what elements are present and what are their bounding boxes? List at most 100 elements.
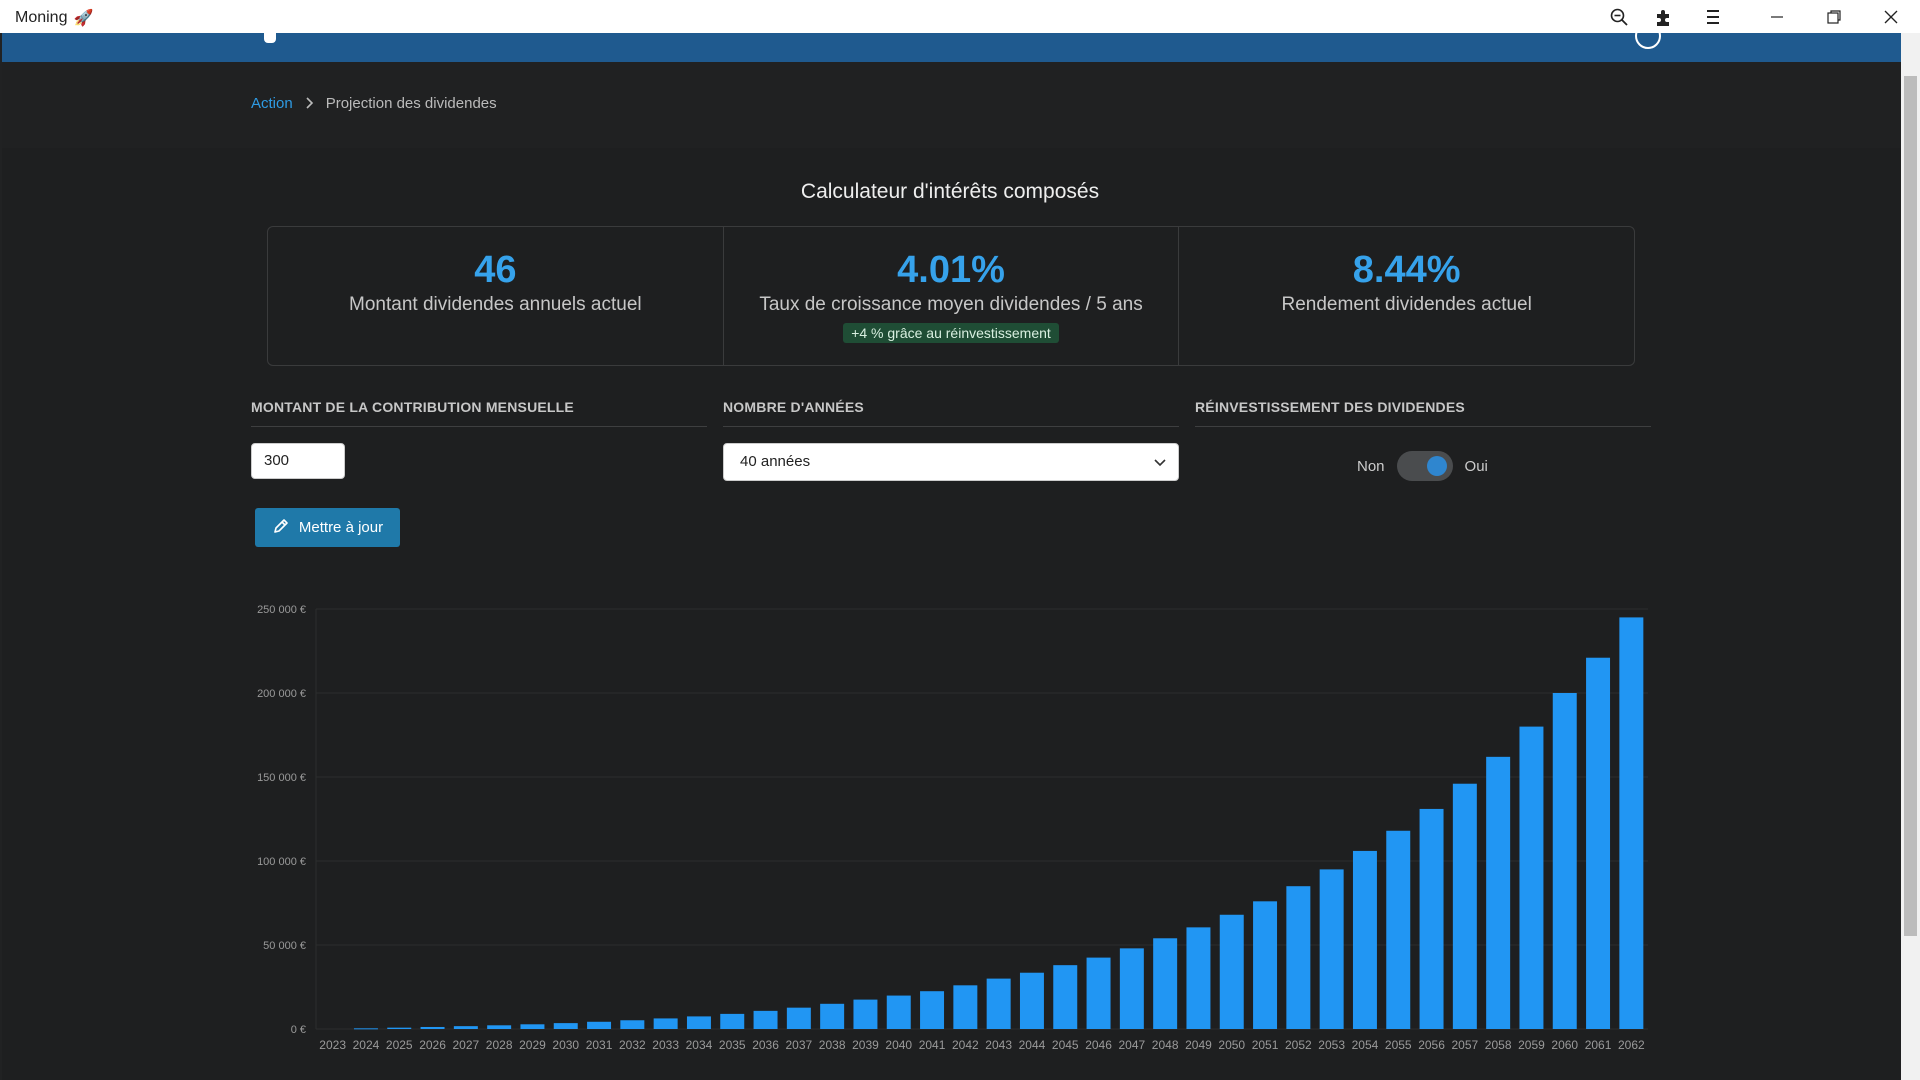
stat-dividend-yield: 8.44% Rendement dividendes actuel: [1179, 227, 1634, 365]
y-tick-label: 250 000 €: [257, 604, 306, 616]
stat-value: 8.44%: [1352, 249, 1461, 291]
x-tick-label: 2053: [1318, 1038, 1345, 1052]
chart-bar[interactable]: [620, 1020, 645, 1029]
chart-bar[interactable]: [1019, 972, 1044, 1029]
chart-bar[interactable]: [520, 1024, 545, 1029]
x-tick-label: 2057: [1451, 1038, 1478, 1052]
app-header: [2, 23, 1901, 62]
update-button-label: Mettre à jour: [298, 519, 384, 536]
x-tick-label: 2029: [519, 1038, 546, 1052]
chart-bar[interactable]: [953, 985, 978, 1029]
chart-bar[interactable]: [1552, 693, 1577, 1029]
reinvest-toggle[interactable]: [1396, 451, 1453, 481]
x-tick-label: 2042: [952, 1038, 979, 1052]
stat-label: Rendement dividendes actuel: [1281, 294, 1532, 315]
x-tick-label: 2024: [353, 1038, 380, 1052]
stat-label: Montant dividendes annuels actuel: [349, 294, 642, 315]
close-icon[interactable]: [1880, 6, 1902, 28]
chart-bar[interactable]: [453, 1026, 478, 1029]
x-tick-label: 2031: [586, 1038, 613, 1052]
chart-bar[interactable]: [1486, 756, 1511, 1029]
chart-bar[interactable]: [1253, 901, 1278, 1029]
calculator-title: Calculateur d'intérêts composés: [800, 180, 1100, 203]
x-tick-label: 2028: [486, 1038, 513, 1052]
chart-bar[interactable]: [353, 1028, 378, 1030]
chart-bar[interactable]: [1386, 830, 1411, 1029]
chart-bar[interactable]: [853, 999, 878, 1029]
x-tick-label: 2043: [985, 1038, 1012, 1052]
stat-value: 46: [474, 249, 517, 291]
dividend-projection-chart: 0 € 50 000 € 100 000 € 150 000 € 200 000 € 25…: [257, 604, 1648, 1052]
x-tick-label: 2049: [1185, 1038, 1212, 1052]
zoom-out-icon[interactable]: [1608, 6, 1630, 28]
x-tick-label: 2058: [1485, 1038, 1512, 1052]
years-select[interactable]: 40 années: [723, 443, 1179, 481]
toggle-on-label: Oui: [1464, 457, 1488, 475]
chart-bar[interactable]: [587, 1021, 612, 1029]
contribution-input[interactable]: 300: [251, 443, 345, 479]
window-titlebar: Moning 🚀: [0, 0, 1920, 33]
chart-bar[interactable]: [920, 991, 945, 1029]
chart-bar[interactable]: [1053, 965, 1078, 1029]
window-title-text: Moning: [15, 9, 68, 26]
stat-value: 4.01%: [897, 249, 1005, 291]
x-tick-label: 2061: [1585, 1038, 1612, 1052]
menu-icon[interactable]: [1702, 6, 1724, 28]
chart-bar[interactable]: [1086, 957, 1111, 1029]
chart-bar[interactable]: [1286, 886, 1311, 1029]
toggle-knob: [1426, 456, 1447, 476]
window-title: Moning 🚀: [15, 8, 93, 28]
chart-bar[interactable]: [786, 1007, 811, 1029]
chart-bar[interactable]: [1119, 948, 1144, 1029]
x-tick-label: 2026: [419, 1038, 446, 1052]
x-tick-label: 2040: [885, 1038, 912, 1052]
stat-label: Taux de croissance moyen dividendes / 5 …: [759, 294, 1143, 315]
chart-bar[interactable]: [820, 1003, 845, 1029]
chart-bar[interactable]: [886, 995, 911, 1029]
x-tick-label: 2044: [1019, 1038, 1046, 1052]
chart-bar[interactable]: [986, 978, 1011, 1029]
user-avatar-icon[interactable]: [1635, 23, 1661, 49]
update-button[interactable]: Mettre à jour: [255, 508, 400, 547]
chart-bar[interactable]: [1153, 938, 1178, 1029]
chart-bar[interactable]: [686, 1016, 711, 1029]
y-tick-label: 200 000 €: [257, 688, 306, 700]
x-tick-label: 2039: [852, 1038, 879, 1052]
chart-bar[interactable]: [1219, 914, 1244, 1029]
reinvest-toggle-group: Non Oui: [1357, 451, 1488, 481]
minimize-icon[interactable]: [1766, 6, 1788, 28]
chart-bar[interactable]: [1319, 869, 1344, 1029]
x-tick-label: 2054: [1352, 1038, 1379, 1052]
x-tick-label: 2036: [752, 1038, 779, 1052]
scrollbar-thumb[interactable]: [1904, 76, 1917, 936]
x-tick-label: 2030: [552, 1038, 579, 1052]
restore-icon[interactable]: [1823, 6, 1845, 28]
breadcrumb-link-action[interactable]: Action: [251, 95, 293, 112]
x-tick-label: 2038: [819, 1038, 846, 1052]
x-tick-label: 2048: [1152, 1038, 1179, 1052]
breadcrumb-current: Projection des dividendes: [325, 95, 497, 112]
chart-bar[interactable]: [487, 1025, 512, 1029]
chart-bar[interactable]: [1519, 726, 1544, 1029]
chart-bar[interactable]: [1452, 783, 1477, 1029]
chart-bar[interactable]: [1586, 657, 1611, 1029]
divider: [723, 426, 1179, 427]
x-tick-label: 2045: [1052, 1038, 1079, 1052]
chart-bar[interactable]: [1619, 617, 1644, 1029]
chart-bar[interactable]: [1419, 808, 1444, 1029]
chart-bar[interactable]: [420, 1026, 445, 1029]
x-tick-label: 2025: [386, 1038, 413, 1052]
chart-bar[interactable]: [387, 1027, 412, 1029]
chart-bar[interactable]: [1186, 927, 1211, 1029]
reinvest-heading: RÉINVESTISSEMENT DES DIVIDENDES: [1195, 399, 1465, 415]
chart-bar[interactable]: [1352, 850, 1377, 1029]
app-logo[interactable]: [264, 29, 276, 43]
reinvestment-badge: +4 % grâce au réinvestissement: [843, 323, 1059, 343]
chart-bar[interactable]: [720, 1013, 745, 1029]
extensions-puzzle-icon[interactable]: [1653, 6, 1675, 28]
chart-bar[interactable]: [653, 1018, 678, 1029]
chart-bar[interactable]: [753, 1010, 778, 1029]
stat-growth-rate: 4.01% Taux de croissance moyen dividende…: [724, 227, 1180, 365]
chart-bar[interactable]: [553, 1023, 578, 1029]
x-tick-label: 2032: [619, 1038, 646, 1052]
